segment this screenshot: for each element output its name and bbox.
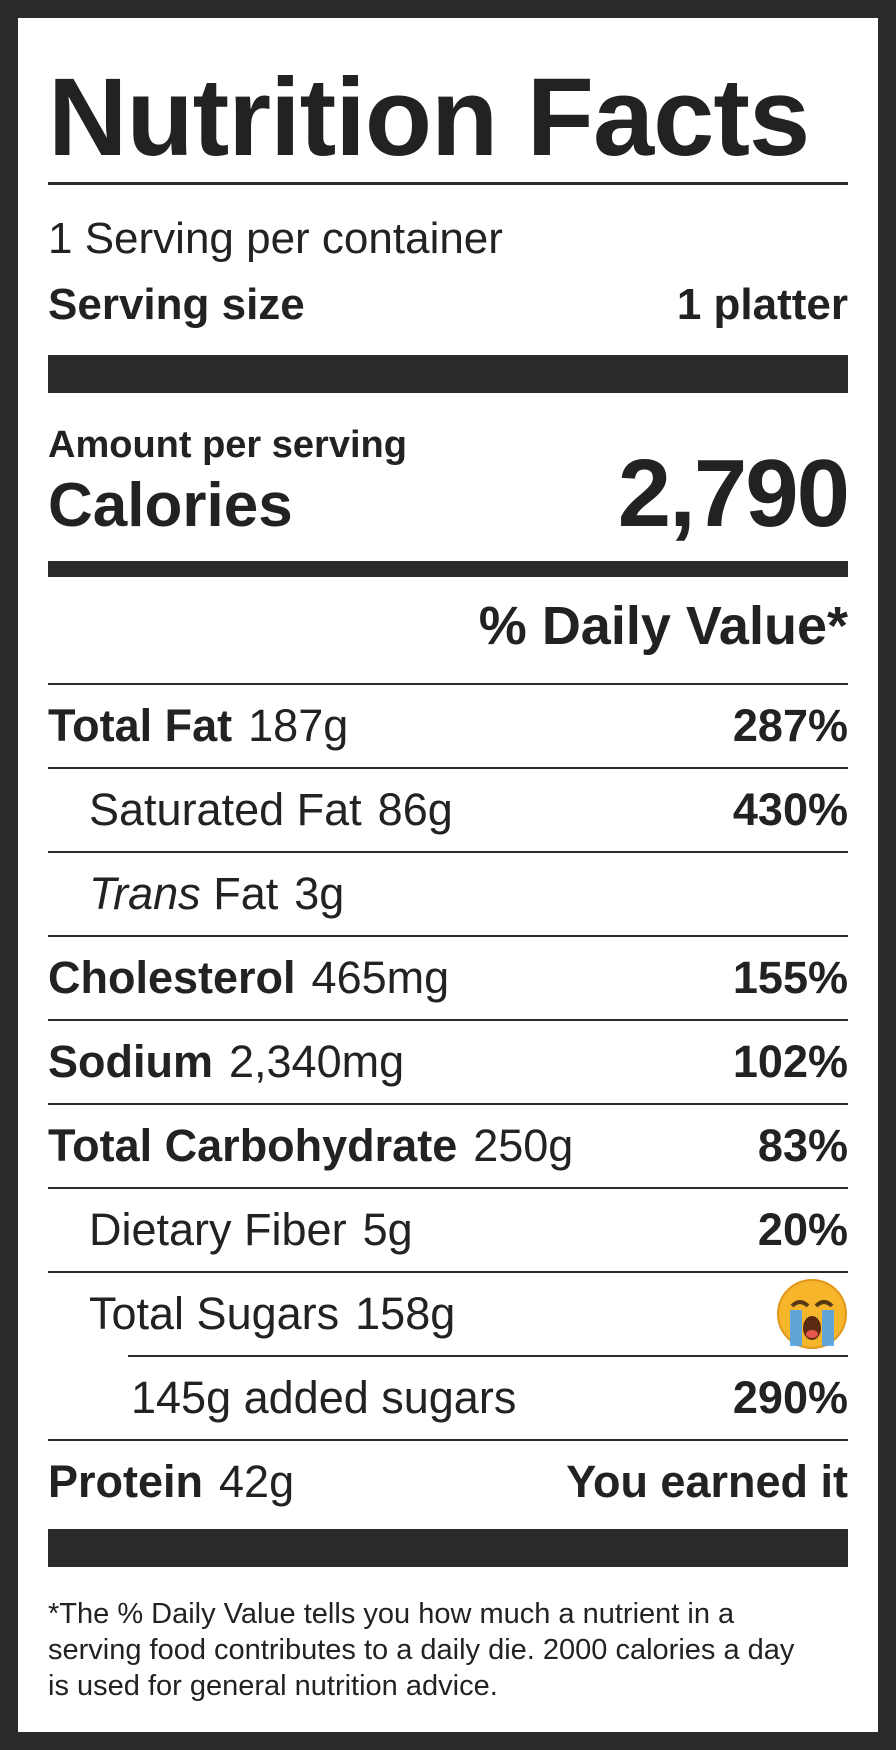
nutrient-amount: 2,340mg [229, 1036, 405, 1087]
servings: 1 Serving per container [48, 214, 503, 263]
rule [48, 182, 848, 185]
nutrient-row: Dietary Fiber 5g 20% [48, 1187, 848, 1271]
thick-bar [48, 1529, 848, 1567]
footnote: *The % Daily Value tells you how much a … [48, 1598, 795, 1702]
title: Nutrition Facts [48, 56, 810, 179]
nutrient-amount: 465mg [311, 952, 450, 1003]
nutrient-name: Saturated Fat [89, 784, 362, 835]
nutrient-row: Total Fat 187g 287% [48, 683, 848, 767]
nutrient-amount: 3g [294, 868, 345, 919]
amount-label: Amount per serving [48, 424, 407, 466]
nutrient-name: Protein [48, 1456, 204, 1507]
nutrition-label: Nutrition Facts 1 Serving per container … [18, 18, 878, 1732]
nutrient-name: Total Fat [48, 700, 233, 751]
nutrient-name: Dietary Fiber [89, 1204, 347, 1255]
daily-value-heading: % Daily Value* [478, 596, 848, 656]
nutrient-row: Trans Fat 3g [48, 851, 848, 935]
nutrient-row: Cholesterol 465mg 155% [48, 935, 848, 1019]
nutrient-name: Total Sugars [89, 1288, 340, 1339]
nutrient-prefix: Trans [89, 868, 201, 919]
nutrient-row: Saturated Fat 86g 430% [48, 767, 848, 851]
nutrient-name: 145g added sugars [131, 1372, 517, 1423]
daily-value: 83% [757, 1120, 848, 1171]
nutrient-row: Total Carbohydrate 250g 83% [48, 1103, 848, 1187]
nutrient-name: Total Carbohydrate [48, 1120, 458, 1171]
nutrient-amount: 158g [355, 1288, 456, 1339]
nutrient-name: Cholesterol [48, 952, 296, 1003]
daily-value: 102% [732, 1036, 848, 1087]
nutrient-row: Sodium 2,340mg 102% [48, 1019, 848, 1103]
nutrient-amount: 42g [219, 1456, 295, 1507]
calories-label: Calories [48, 471, 293, 540]
crying-emoji [777, 1279, 847, 1349]
daily-value: You earned it [566, 1456, 848, 1507]
nutrient-amount: 187g [248, 700, 349, 751]
calories-value: 2,790 [617, 440, 850, 547]
nutrient-row: 145g added sugars 290% [128, 1355, 848, 1439]
daily-value: 290% [732, 1372, 848, 1423]
nutrient-name: Sodium [48, 1036, 213, 1087]
thick-bar [48, 355, 848, 393]
nutrient-amount: 5g [362, 1204, 413, 1255]
serving-size-label: Serving size [48, 280, 305, 329]
serving-size: 1 platter [676, 280, 848, 329]
medium-bar [48, 561, 848, 577]
daily-value: 287% [732, 700, 848, 751]
nutrient-amount: 250g [473, 1120, 574, 1171]
nutrient-row: Protein 42g You earned it [48, 1439, 848, 1523]
daily-value: 155% [732, 952, 848, 1003]
nutrient-rows: Total Fat 187g 287% Saturated Fat 86g 430% T… [48, 683, 848, 1523]
daily-value: 430% [732, 784, 848, 835]
nutrient-amount: 86g [377, 784, 453, 835]
nutrient-name: Fat [213, 868, 279, 919]
daily-value: 20% [757, 1204, 848, 1255]
nutrient-row: Total Sugars 158g [48, 1271, 848, 1355]
